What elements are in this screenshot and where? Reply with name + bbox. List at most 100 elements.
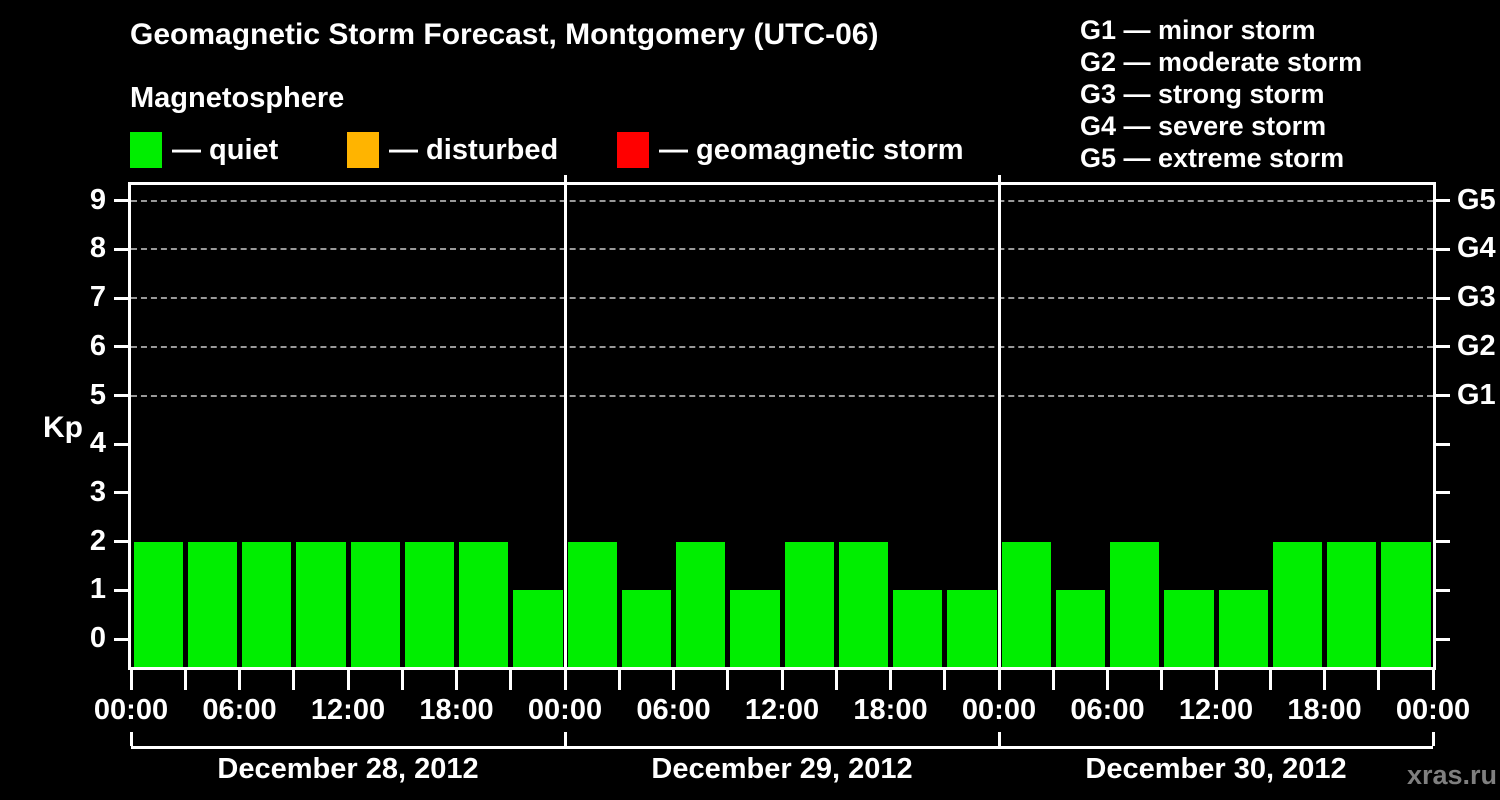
legend-item-geomagnetic-storm: — geomagnetic storm <box>617 131 964 169</box>
legend-label-geomagnetic-storm: — geomagnetic storm <box>659 133 964 166</box>
x-axis-tick <box>834 670 838 690</box>
kp-bar <box>567 541 617 667</box>
x-axis-label: 06:00 <box>636 694 711 726</box>
y-axis-tick <box>114 442 128 446</box>
y-axis-label: 8 <box>89 232 106 265</box>
x-axis-tick <box>563 670 567 690</box>
x-axis-tick <box>1106 670 1109 690</box>
g-scale-legend: G1 — minor storm G2 — moderate storm G3 … <box>1080 14 1362 174</box>
kp-bar <box>242 541 292 667</box>
y-axis-tick <box>114 394 128 397</box>
legend-item-quiet: — quiet <box>130 131 278 169</box>
x-axis-tick <box>1051 670 1055 690</box>
y-axis-label: 7 <box>89 281 106 314</box>
y-axis-label: 4 <box>89 427 106 460</box>
x-axis-label: 06:00 <box>202 694 277 726</box>
kp-bar <box>838 541 888 667</box>
y-axis-label: 2 <box>89 524 106 557</box>
y-axis-label: 5 <box>89 378 106 411</box>
x-axis-tick <box>129 670 133 690</box>
kp-bar <box>784 541 834 667</box>
y-axis-tick <box>114 540 128 544</box>
x-axis-tick <box>726 670 730 690</box>
date-axis-tick <box>129 732 133 746</box>
x-axis-tick <box>1160 670 1164 690</box>
y-axis-label: 3 <box>89 475 106 508</box>
kp-bar <box>459 541 509 667</box>
x-axis-tick <box>1431 670 1435 690</box>
kp-bar <box>1327 541 1377 667</box>
kp-bar <box>947 590 997 667</box>
right-axis-label-g5: G5 <box>1457 183 1496 216</box>
x-axis-tick <box>346 670 350 690</box>
gridline-kp5 <box>131 394 1433 397</box>
y-axis-tick <box>114 491 128 495</box>
kp-bar <box>350 541 400 667</box>
y-axis-label: 0 <box>89 622 106 654</box>
x-axis-tick <box>455 670 458 690</box>
x-axis-label: 06:00 <box>1070 694 1145 726</box>
date-axis-tick <box>563 732 567 746</box>
y-axis-tick <box>114 296 128 300</box>
kp-bar <box>1164 590 1214 667</box>
kp-bar <box>1272 541 1322 667</box>
x-axis-label: 00:00 <box>961 694 1037 726</box>
gridline-kp9 <box>131 199 1433 202</box>
date-axis-line <box>131 746 1433 749</box>
x-axis-label: 00:00 <box>1395 694 1471 726</box>
x-axis-tick <box>1214 670 1218 690</box>
right-axis-label-g2: G2 <box>1457 329 1496 362</box>
kp-bar <box>1381 541 1431 667</box>
kp-bar <box>1055 590 1105 667</box>
x-axis-label: 12:00 <box>744 694 820 726</box>
kp-bar <box>676 541 726 667</box>
day-separator <box>563 185 567 667</box>
right-axis-tick <box>1436 199 1450 203</box>
plot-area: Kp 0 1 2 3 4 5 6 7 8 9 G1 G2 G3 G4 G5 00:00 06:00 12:00 18… <box>43 175 1496 726</box>
x-axis-tick <box>672 670 675 690</box>
watermark-xras: xras.ru <box>1406 760 1497 790</box>
right-axis-tick <box>1436 296 1450 300</box>
gridline-kp6 <box>131 345 1433 348</box>
g-legend-line-g3: G3 — strong storm <box>1080 79 1325 109</box>
y-axis-tick <box>114 637 128 641</box>
right-axis-tick <box>1436 394 1450 397</box>
g-legend-line-g4: G4 — severe storm <box>1080 111 1327 141</box>
kp-bar <box>513 590 563 667</box>
x-axis-label: 18:00 <box>1287 694 1362 726</box>
x-axis-tick <box>509 670 513 690</box>
kp-bar <box>187 541 237 667</box>
kp-bar <box>1110 541 1160 667</box>
kp-bar <box>133 541 183 667</box>
date-axis-tick <box>997 732 1001 746</box>
kp-bar <box>296 541 346 667</box>
x-axis-label: 00:00 <box>527 694 603 726</box>
kp-bar <box>730 590 780 667</box>
right-axis-tick <box>1436 247 1450 251</box>
right-axis-tick <box>1436 442 1450 446</box>
g-legend-line-g1: G1 — minor storm <box>1080 15 1316 45</box>
x-axis-tick <box>889 670 892 690</box>
y-axis-tick <box>114 199 128 203</box>
x-axis-label: 12:00 <box>1178 694 1254 726</box>
right-axis-tick <box>1436 637 1450 641</box>
x-axis-tick <box>238 670 241 690</box>
x-axis-tick <box>617 670 621 690</box>
disturbed-swatch-icon <box>347 132 379 168</box>
x-axis-tick <box>1377 670 1381 690</box>
day-boundary-top-tick <box>997 175 1001 182</box>
x-axis-label: 18:00 <box>419 694 494 726</box>
storm-swatch-icon <box>617 132 649 168</box>
x-axis-label: 12:00 <box>310 694 386 726</box>
legend-label-disturbed: — disturbed <box>389 133 559 166</box>
quiet-swatch-icon <box>130 132 162 168</box>
right-axis-tick <box>1436 588 1450 592</box>
y-axis-tick <box>114 345 128 349</box>
g-legend-line-g2: G2 — moderate storm <box>1080 47 1363 77</box>
chart-subtitle: Magnetosphere <box>130 82 345 114</box>
kp-bar <box>1001 541 1051 667</box>
kp-bar <box>621 590 671 667</box>
right-axis-label-g1: G1 <box>1457 378 1496 411</box>
x-axis-tick <box>780 670 784 690</box>
